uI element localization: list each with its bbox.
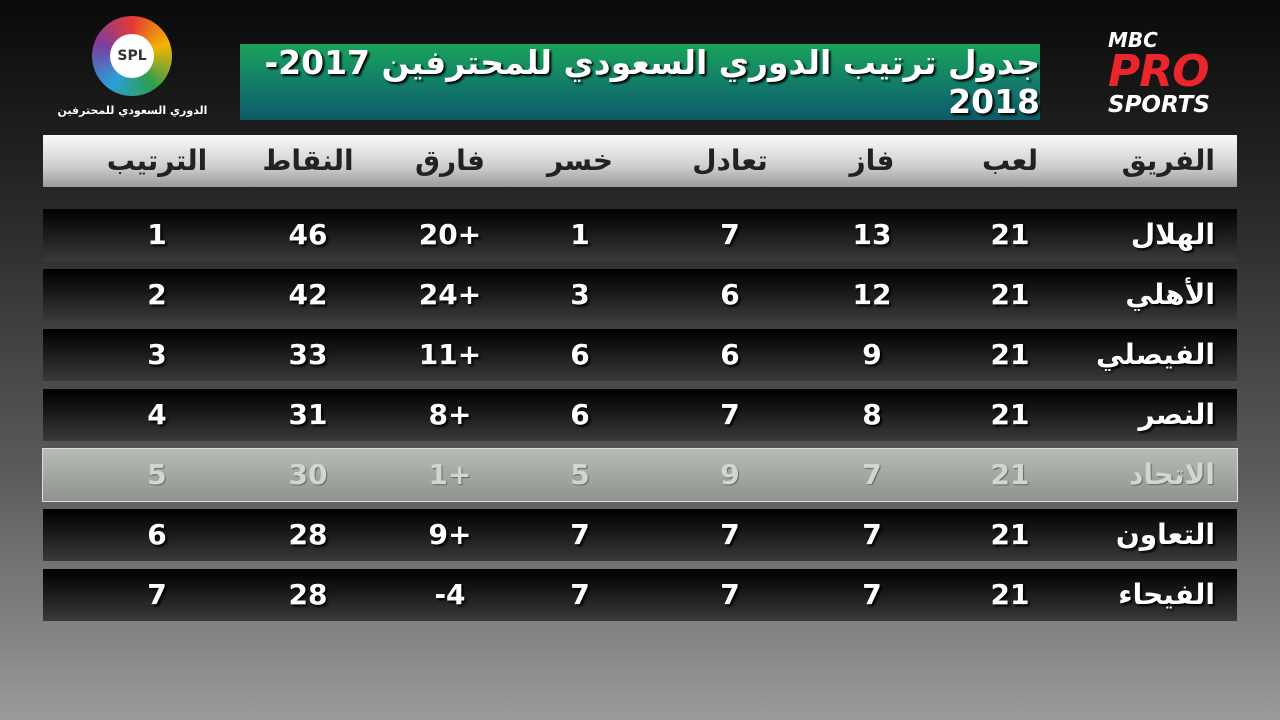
stat-cell: 46 <box>288 218 328 251</box>
title: جدول ترتيب الدوري السعودي للمحترفين 2017… <box>240 43 1040 121</box>
stat-cell: 7 <box>570 578 590 611</box>
stat-cell: 8+ <box>428 398 472 431</box>
stat-cell: 6 <box>720 278 740 311</box>
spl-logo: SPL <box>92 16 172 96</box>
stat-cell: 9 <box>862 338 882 371</box>
team-name: النصر <box>1138 398 1215 431</box>
team-name: الفيحاء <box>1118 578 1215 611</box>
stat-cell: 7 <box>862 458 882 491</box>
stat-cell: 3 <box>570 278 590 311</box>
team-name: الهلال <box>1130 218 1215 251</box>
column-header: فارق <box>415 144 485 177</box>
stat-cell: 7 <box>720 518 740 551</box>
logo-line: PRO <box>1108 46 1210 97</box>
stat-cell: 1 <box>570 218 590 251</box>
broadcaster-logo: MBC PRO SPORTS <box>1108 30 1233 117</box>
stat-cell: 21 <box>990 338 1030 371</box>
team-name: الاتحاد <box>1128 458 1215 491</box>
stat-cell: 6 <box>147 518 167 551</box>
spl-mark: SPL <box>110 34 154 78</box>
table-header: الفريق لعب فاز تعادل خسر فارق النقاط الترتيب <box>43 135 1237 187</box>
stat-cell: 11+ <box>418 338 482 371</box>
stat-cell: 21 <box>990 578 1030 611</box>
column-header: تعادل <box>692 144 768 177</box>
stat-cell: 13 <box>852 218 892 251</box>
stat-cell: 21 <box>990 278 1030 311</box>
column-header: خسر <box>546 144 614 177</box>
stat-cell: 21 <box>990 458 1030 491</box>
table-row: النصر 21 8 7 6 8+ 31 4 <box>43 389 1237 441</box>
logo-line: SPORTS <box>1108 92 1210 118</box>
table-row: الفيحاء 21 7 7 7 -4 28 7 <box>43 569 1237 621</box>
stat-cell: -4 <box>434 578 466 611</box>
stat-cell: 6 <box>720 338 740 371</box>
spl-caption: الدوري السعودي للمحترفين <box>57 104 208 117</box>
team-name: التعاون <box>1115 518 1215 551</box>
stat-cell: 2 <box>147 278 167 311</box>
stat-cell: 12 <box>852 278 892 311</box>
stat-cell: 21 <box>990 518 1030 551</box>
stat-cell: 28 <box>288 518 328 551</box>
column-header: الفريق <box>1121 144 1215 177</box>
stat-cell: 4 <box>147 398 167 431</box>
stat-cell: 7 <box>862 578 882 611</box>
stat-cell: 7 <box>720 398 740 431</box>
stat-cell: 9+ <box>428 518 472 551</box>
stat-cell: 21 <box>990 398 1030 431</box>
stat-cell: 24+ <box>418 278 482 311</box>
stat-cell: 30 <box>288 458 328 491</box>
team-name: الأهلي <box>1125 278 1215 311</box>
stat-cell: 7 <box>720 578 740 611</box>
stat-cell: 20+ <box>418 218 482 251</box>
table-row: الأهلي 21 12 6 3 24+ 42 2 <box>43 269 1237 321</box>
team-name: الفيصلي <box>1095 338 1215 371</box>
table-row: الفيصلي 21 9 6 6 11+ 33 3 <box>43 329 1237 381</box>
column-header: النقاط <box>262 144 354 177</box>
stat-cell: 3 <box>147 338 167 371</box>
stat-cell: 33 <box>288 338 328 371</box>
stat-cell: 7 <box>570 518 590 551</box>
column-header: لعب <box>982 144 1038 177</box>
stat-cell: 7 <box>720 218 740 251</box>
stat-cell: 21 <box>990 218 1030 251</box>
table-row: التعاون 21 7 7 7 9+ 28 6 <box>43 509 1237 561</box>
stat-cell: 1 <box>147 218 167 251</box>
table-row: الهلال 21 13 7 1 20+ 46 1 <box>43 209 1237 261</box>
column-header: الترتيب <box>106 144 208 177</box>
column-header: فاز <box>849 144 895 177</box>
stat-cell: 6 <box>570 398 590 431</box>
stat-cell: 7 <box>862 518 882 551</box>
stat-cell: 42 <box>288 278 328 311</box>
stat-cell: 8 <box>862 398 882 431</box>
stat-cell: 28 <box>288 578 328 611</box>
stat-cell: 6 <box>570 338 590 371</box>
logo-line: MBC <box>1108 28 1158 52</box>
table-row: الاتحاد 21 7 9 5 1+ 30 5 <box>42 448 1238 502</box>
stat-cell: 31 <box>288 398 328 431</box>
stat-cell: 7 <box>147 578 167 611</box>
stat-cell: 5 <box>570 458 590 491</box>
stat-cell: 9 <box>720 458 740 491</box>
stat-cell: 1+ <box>428 458 472 491</box>
stat-cell: 5 <box>147 458 167 491</box>
